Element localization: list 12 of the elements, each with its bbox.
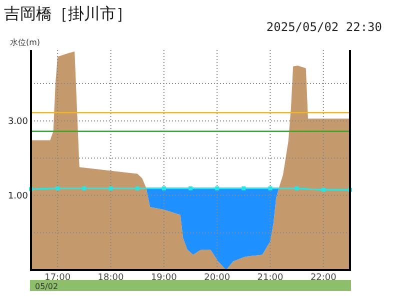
chart-subtitle: 2025/05/02 22:30: [266, 20, 382, 34]
text: 05/02: [35, 282, 58, 291]
y-tick-label: 3.00: [8, 116, 28, 127]
x-tick-label: 18:00: [98, 273, 124, 283]
x-tick-label: 19:00: [150, 273, 178, 283]
x-tick-label: 20:00: [204, 273, 230, 283]
x-tick-label: 17:00: [44, 273, 71, 283]
x-tick-label: 22:00: [310, 273, 337, 283]
y-axis-title: 水位(m): [10, 38, 40, 47]
y-tick-label: 1.00: [8, 191, 28, 202]
chart-title: 吉岡橋［掛川市］: [4, 4, 132, 23]
x-tick-label: 21:00: [257, 273, 284, 283]
